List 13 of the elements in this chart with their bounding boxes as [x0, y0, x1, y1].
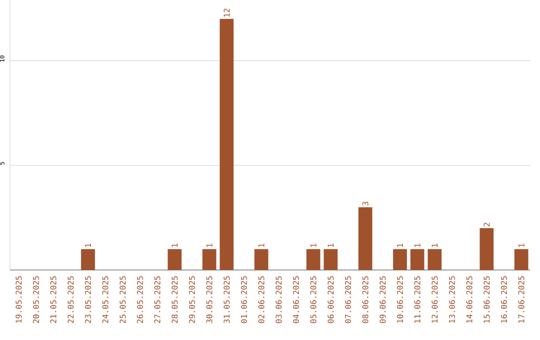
bar	[514, 249, 528, 270]
bar	[358, 207, 372, 270]
bar	[81, 249, 95, 270]
bar	[480, 228, 494, 270]
bar	[202, 249, 216, 270]
bar	[168, 249, 182, 270]
bar	[220, 18, 234, 270]
bar	[306, 249, 320, 270]
bar	[393, 249, 407, 270]
bar	[254, 249, 268, 270]
bar	[410, 249, 424, 270]
bar	[428, 249, 442, 270]
bar	[324, 249, 338, 270]
